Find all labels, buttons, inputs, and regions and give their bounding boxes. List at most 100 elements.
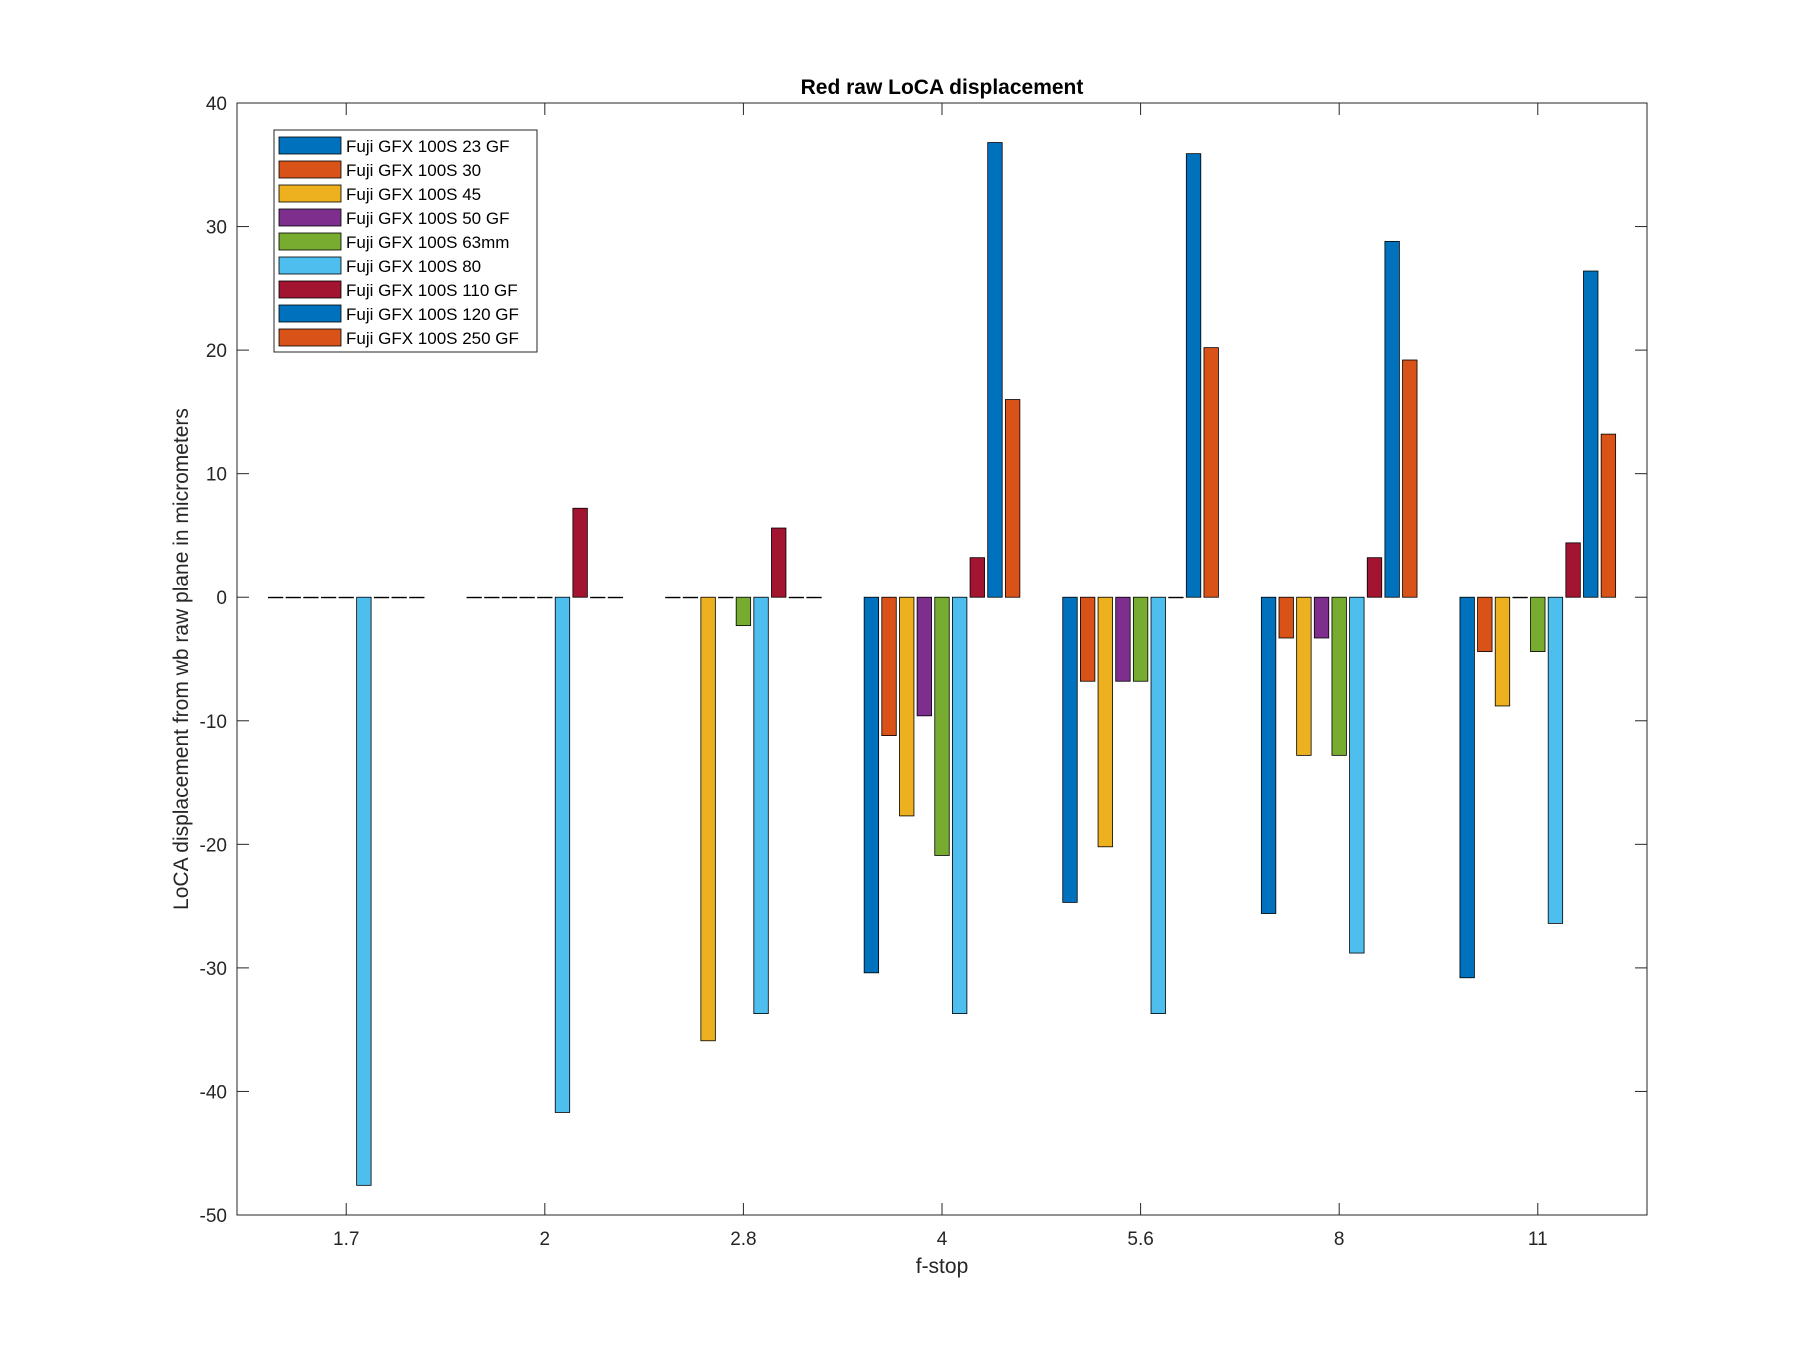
bar-series-7-fstop-4 bbox=[969, 557, 985, 598]
bar-series-1-fstop-5.6 bbox=[1062, 596, 1078, 903]
bar-series-3-fstop-5.6 bbox=[1097, 596, 1113, 848]
legend-label-series-6: Fuji GFX 100S 80 bbox=[346, 257, 481, 276]
legend-label-series-8: Fuji GFX 100S 120 GF bbox=[346, 305, 519, 324]
bar-series-2-fstop-11 bbox=[1477, 596, 1493, 652]
bar-series-2-fstop-8 bbox=[1278, 596, 1294, 639]
bar-series-2-fstop-2.8 bbox=[682, 596, 699, 599]
bar-series-7-fstop-8 bbox=[1366, 557, 1383, 598]
bar-series-7-fstop-2.8 bbox=[771, 527, 787, 598]
bar-series-9-fstop-11 bbox=[1600, 433, 1617, 598]
y-tick-label: -30 bbox=[200, 959, 227, 980]
bar-series-5-fstop-2 bbox=[537, 596, 553, 599]
y-tick-label: 10 bbox=[206, 465, 227, 486]
bar-series-3-fstop-11 bbox=[1494, 596, 1511, 707]
bar-series-8-fstop-8 bbox=[1384, 240, 1400, 598]
y-tick-label: -10 bbox=[200, 712, 227, 733]
bar-series-3-fstop-1.7 bbox=[303, 596, 319, 599]
x-tick-label: 1.7 bbox=[333, 1229, 359, 1250]
legend: Fuji GFX 100S 23 GF Fuji GFX 100S 30 Fuji … bbox=[273, 129, 538, 353]
bar-series-6-fstop-2.8 bbox=[753, 596, 769, 1014]
bar-series-6-fstop-4 bbox=[952, 596, 968, 1014]
bar-series-4-fstop-2.8 bbox=[718, 596, 734, 599]
legend-swatch-series-7 bbox=[278, 280, 342, 299]
bar-series-7-fstop-5.6 bbox=[1168, 596, 1184, 599]
bar-series-9-fstop-8 bbox=[1402, 359, 1418, 598]
chart-title: Red raw LoCA displacement bbox=[801, 76, 1084, 99]
legend-swatch-series-2 bbox=[278, 160, 342, 179]
legend-label-series-5: Fuji GFX 100S 63mm bbox=[346, 233, 509, 252]
bar-series-4-fstop-11 bbox=[1512, 596, 1528, 599]
legend-swatch-series-9 bbox=[278, 328, 342, 347]
bar-series-9-fstop-4 bbox=[1004, 399, 1021, 598]
legend-label-series-2: Fuji GFX 100S 30 bbox=[346, 161, 481, 180]
bar-series-3-fstop-2.8 bbox=[700, 596, 716, 1042]
bar-series-7-fstop-11 bbox=[1565, 542, 1581, 598]
bar-series-9-fstop-1.7 bbox=[409, 596, 425, 599]
x-axis-label: f-stop bbox=[916, 1255, 969, 1278]
bar-series-6-fstop-5.6 bbox=[1150, 596, 1166, 1014]
bar-series-9-fstop-2 bbox=[607, 596, 624, 599]
ticks-layer: -50 -40 -30 -20 -10 0 10 20 30 40 1.7 2 2.8 4 5.6 8 11 bbox=[200, 94, 1647, 1250]
legend-swatch-series-6 bbox=[278, 256, 342, 275]
axes-box bbox=[236, 102, 1648, 1216]
legend-label-series-7: Fuji GFX 100S 110 GF bbox=[346, 281, 518, 300]
bar-series-8-fstop-5.6 bbox=[1185, 153, 1202, 598]
x-tick-label: 5.6 bbox=[1127, 1229, 1153, 1250]
y-tick-label: 0 bbox=[216, 588, 227, 609]
bar-series-9-fstop-5.6 bbox=[1203, 347, 1219, 598]
bar-series-1-fstop-1.7 bbox=[267, 596, 284, 599]
bar-series-1-fstop-4 bbox=[863, 596, 880, 974]
legend-label-series-4: Fuji GFX 100S 50 GF bbox=[346, 209, 509, 228]
bar-series-4-fstop-2 bbox=[519, 596, 535, 599]
legend-swatch-series-8 bbox=[278, 304, 342, 323]
bar-series-5-fstop-11 bbox=[1530, 596, 1546, 652]
legend-label-series-9: Fuji GFX 100S 250 GF bbox=[346, 329, 519, 348]
bar-series-3-fstop-4 bbox=[899, 596, 915, 817]
y-tick-label: -50 bbox=[200, 1206, 227, 1227]
legend-swatch-series-5 bbox=[278, 232, 342, 251]
y-tick-label: 40 bbox=[206, 94, 227, 115]
x-tick-label: 8 bbox=[1334, 1229, 1345, 1250]
x-tick-label: 2.8 bbox=[730, 1229, 756, 1250]
bar-series-3-fstop-2 bbox=[501, 596, 518, 599]
y-axis-label: LoCA displacement from wb raw plane in m… bbox=[170, 408, 193, 910]
x-tick-label: 4 bbox=[937, 1229, 948, 1250]
bar-series-4-fstop-4 bbox=[916, 596, 932, 717]
bar-series-8-fstop-4 bbox=[987, 142, 1003, 598]
legend-swatch-series-1 bbox=[278, 136, 342, 155]
bar-series-7-fstop-1.7 bbox=[373, 596, 390, 599]
bar-series-4-fstop-5.6 bbox=[1115, 596, 1131, 682]
bar-series-4-fstop-1.7 bbox=[320, 596, 337, 599]
bar-series-4-fstop-8 bbox=[1313, 596, 1330, 639]
legend-label-series-3: Fuji GFX 100S 45 bbox=[346, 185, 481, 204]
bar-series-2-fstop-1.7 bbox=[285, 596, 301, 599]
bar-series-7-fstop-2 bbox=[572, 507, 588, 598]
bar-series-6-fstop-1.7 bbox=[356, 596, 372, 1186]
bar-series-5-fstop-5.6 bbox=[1132, 596, 1149, 682]
legend-swatch-series-3 bbox=[278, 184, 342, 203]
bar-series-5-fstop-4 bbox=[934, 596, 950, 856]
legend-swatch-series-4 bbox=[278, 208, 342, 227]
bar-series-8-fstop-2.8 bbox=[788, 596, 805, 599]
bar-series-2-fstop-2 bbox=[484, 596, 500, 599]
bar-series-8-fstop-11 bbox=[1583, 270, 1599, 598]
bar-series-6-fstop-8 bbox=[1349, 596, 1365, 954]
bar-series-1-fstop-2.8 bbox=[665, 596, 681, 599]
bar-series-8-fstop-1.7 bbox=[391, 596, 407, 599]
y-tick-label: -40 bbox=[200, 1082, 227, 1103]
bar-series-3-fstop-8 bbox=[1296, 596, 1312, 756]
bar-series-5-fstop-1.7 bbox=[338, 596, 354, 599]
bar-series-6-fstop-2 bbox=[554, 596, 571, 1113]
bar-series-6-fstop-11 bbox=[1547, 596, 1564, 924]
y-tick-label: -20 bbox=[200, 835, 227, 856]
bar-series-2-fstop-5.6 bbox=[1080, 596, 1096, 682]
bar-series-8-fstop-2 bbox=[590, 596, 606, 599]
bar-series-1-fstop-2 bbox=[466, 596, 482, 599]
bar-series-1-fstop-8 bbox=[1260, 596, 1277, 914]
bar-series-5-fstop-8 bbox=[1331, 596, 1347, 756]
legend-label-series-1: Fuji GFX 100S 23 GF bbox=[346, 137, 509, 156]
bars-layer bbox=[267, 142, 1617, 1186]
x-tick-label: 2 bbox=[540, 1229, 551, 1250]
